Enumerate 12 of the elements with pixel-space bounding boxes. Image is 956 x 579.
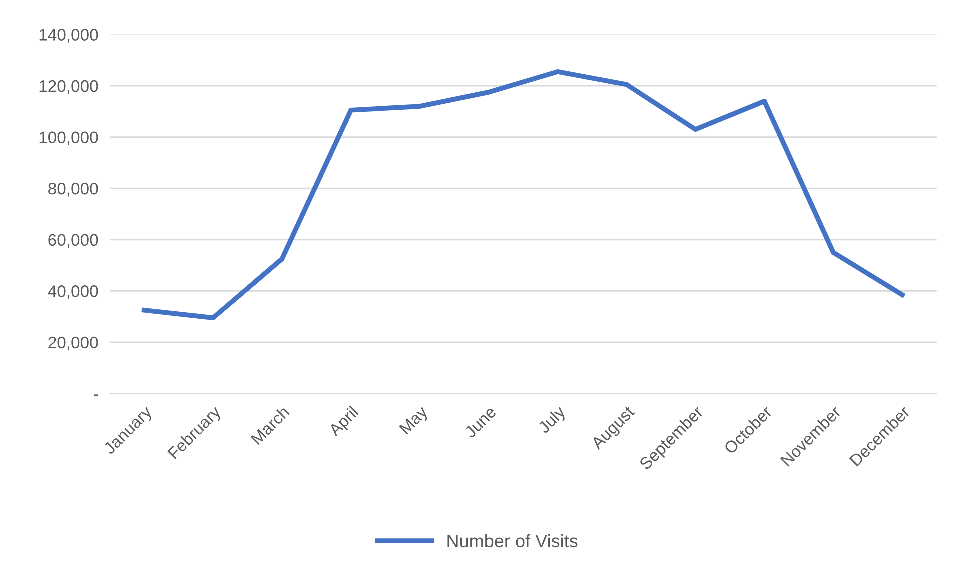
- y-tick-label: 120,000: [40, 80, 98, 94]
- y-tick-label: 80,000: [48, 182, 98, 197]
- y-tick-label: 140,000: [40, 29, 98, 43]
- y-tick-label: 20,000: [48, 336, 98, 351]
- line-series: [142, 69, 905, 321]
- y-tick-label: 100,000: [40, 132, 98, 146]
- x-tick-label: July: [537, 404, 569, 437]
- legend-label: Number of Visits: [448, 534, 578, 548]
- x-tick-label: May: [399, 405, 432, 438]
- y-tick-label: 60,000: [48, 234, 98, 248]
- y-tick-label: 40,000: [48, 286, 98, 300]
- y-tick-label: -: [94, 394, 98, 396]
